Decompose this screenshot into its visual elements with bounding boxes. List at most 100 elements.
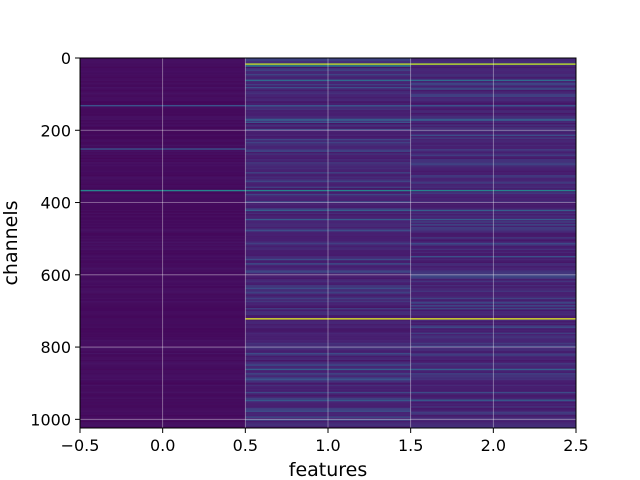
heatmap-highlight-row [80,148,246,150]
heatmap-cell [80,328,246,330]
heatmap-cell [80,71,246,73]
heatmap-cell [410,423,576,426]
heatmap-highlight-row [245,318,411,320]
heatmap-cell [80,95,246,98]
heatmap-cell [80,185,246,187]
heatmap-cell [80,397,246,400]
heatmap-cell [245,417,411,420]
heatmap-cell [245,114,411,116]
heatmap-cell [410,175,576,177]
heatmap-highlight-row [245,119,411,121]
heatmap-cell [245,177,411,180]
heatmap-cell [80,279,246,281]
heatmap-cell [245,287,411,290]
heatmap-highlight-row [245,209,411,212]
heatmap-cell [410,312,576,314]
heatmap-cell [80,108,246,111]
heatmap-cell [80,406,246,408]
heatmap-cell [245,149,411,151]
heatmap-cell [245,85,411,87]
heatmap-cell [410,260,576,262]
heatmap-cell [410,287,576,290]
heatmap-cell [245,179,411,181]
heatmap-cell [410,316,576,319]
heatmap-cell [245,143,411,145]
heatmap-cell [410,229,576,232]
axis-ticks: −0.5 0.0 0.5 1.0 1.5 2.0 2.5 0 200 400 600 800 1000 [30,49,588,455]
heatmap-cell [245,310,411,313]
heatmap-cell [410,257,576,259]
heatmap-cell [245,274,411,277]
heatmap-cell [80,72,246,74]
heatmap-cell [245,238,411,241]
heatmap-cells [80,58,576,428]
heatmap-cell [80,354,246,356]
heatmap-cell [80,134,246,137]
heatmap-cell [80,400,246,402]
heatmap-cell [80,219,246,222]
heatmap-cell [80,59,246,61]
heatmap-cell [245,370,411,372]
heatmap-cell [245,224,411,226]
x-tick-label: 2.0 [481,436,506,455]
heatmap-cell [245,308,411,310]
heatmap-cell [245,101,411,103]
heatmap-cell [80,362,246,365]
heatmap-cell [80,73,246,76]
heatmap-cell [410,206,576,209]
heatmap-cell [410,253,576,255]
heatmap-cell [245,425,411,427]
heatmap-cell [80,377,246,379]
heatmap-cell [80,286,246,288]
heatmap-cell [410,300,576,303]
heatmap-highlight-row [410,63,576,65]
heatmap-cell [410,254,576,257]
heatmap-cell [410,342,576,345]
heatmap-cell [410,270,576,272]
heatmap-highlight-row [410,318,576,320]
heatmap-cell [410,154,576,157]
heatmap-cell [80,367,246,369]
heatmap-cell [245,410,411,413]
heatmap-cell [410,336,576,339]
heatmap-cell [80,360,246,362]
heatmap-cell [80,250,246,252]
heatmap-cell [410,72,576,74]
heatmap-cell [80,254,246,257]
heatmap-cell [245,253,411,255]
heatmap-cell [245,62,411,64]
heatmap-cell [410,94,576,96]
heatmap-cell [410,244,576,246]
heatmap-cell [80,62,246,64]
heatmap-cell [245,182,411,184]
heatmap-cell [245,231,411,233]
heatmap-cell [245,335,411,337]
heatmap-cell [80,326,246,329]
heatmap-cell [80,260,246,262]
heatmap-highlight-row [410,399,576,401]
heatmap-cell [80,153,246,155]
heatmap-cell [410,170,576,173]
heatmap-cell [245,386,411,388]
heatmap-cell [410,81,576,83]
heatmap-cell [245,309,411,311]
heatmap-cell [410,234,576,236]
heatmap-cell [80,289,246,291]
heatmap-cell [410,386,576,388]
heatmap-cell [245,323,411,326]
heatmap-cell [410,196,576,199]
heatmap-cell [80,65,246,67]
heatmap-cell [245,216,411,219]
heatmap-cell [245,349,411,352]
heatmap-cell [410,325,576,327]
heatmap-cell [80,251,246,254]
heatmap-cell [245,102,411,105]
heatmap-cell [80,75,246,77]
heatmap-cell [80,383,246,385]
heatmap-cell [245,60,411,63]
heatmap-cell [245,258,411,261]
heatmap-cell [245,367,411,369]
heatmap-cell [245,420,411,423]
heatmap-cell [245,86,411,89]
heatmap-cell [80,206,246,209]
